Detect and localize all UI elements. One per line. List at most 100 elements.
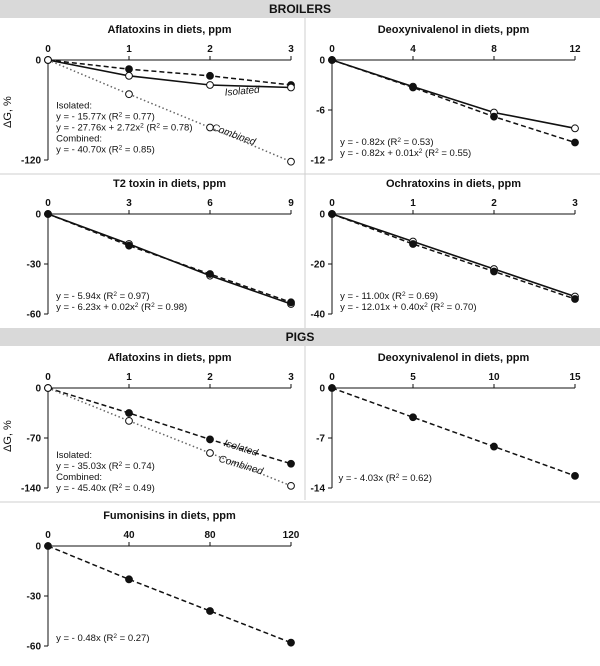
chart-title: Aflatoxins in diets, ppm — [107, 352, 231, 364]
regression-equation: y = - 0.82x + 0.01x2 (R2 = 0.55) — [340, 148, 471, 160]
data-point-filled — [287, 459, 295, 468]
data-point-filled — [125, 241, 133, 250]
data-point-filled — [571, 138, 579, 147]
data-point-open — [206, 449, 214, 457]
data-point-filled — [571, 471, 579, 480]
y-tick-label: -60 — [27, 642, 42, 653]
x-tick-label: 1 — [410, 198, 416, 209]
regression-equation: y = - 0.48x (R2 = 0.27) — [56, 633, 149, 645]
regression-equation: y = - 11.00x (R2 = 0.69) — [340, 291, 438, 303]
data-point-filled — [206, 607, 214, 615]
regression-equation: y = - 15.77x (R2 = 0.77) — [56, 111, 155, 123]
data-point-filled — [328, 210, 336, 218]
x-tick-label: 5 — [410, 372, 416, 383]
x-tick-label: 1 — [126, 372, 132, 383]
x-tick-label: 3 — [288, 372, 294, 383]
x-tick-label: 0 — [45, 530, 51, 541]
y-tick-label: 0 — [35, 384, 41, 395]
series-line-isolated — [47, 387, 292, 465]
regression-equation: y = - 45.40x (R2 = 0.49) — [56, 483, 155, 495]
regression-equation: y = - 4.03x (R2 = 0.62) — [338, 472, 431, 484]
x-tick-label: 40 — [123, 530, 135, 541]
chart-panel-broilers-ochratoxins: Ochratoxins in diets, ppm 0 1 2 3 0 -20 -40 y = … — [311, 178, 579, 321]
data-point-open — [206, 123, 214, 132]
data-point-filled — [571, 295, 579, 303]
y-tick-label: -120 — [21, 156, 41, 167]
chart-panel-pigs-fumonisins: Fumonisins in diets, ppm 0 40 80 120 0 -30 -60 y… — [27, 510, 300, 653]
series-line-solid — [331, 59, 576, 130]
y-tick-label: -6 — [316, 106, 325, 117]
regression-equation: y = - 12.01x + 0.40x2 (R2 = 0.70) — [340, 302, 476, 314]
chart-title: Ochratoxins in diets, ppm — [386, 178, 521, 190]
data-point-filled — [328, 56, 336, 64]
y-tick-label: 0 — [319, 56, 325, 67]
series-line-dashed — [47, 59, 292, 86]
data-point-filled — [328, 384, 336, 392]
chart-title: T2 toxin in diets, ppm — [113, 178, 226, 190]
y-tick-label: 0 — [35, 56, 41, 67]
series-annotation: Combined — [210, 122, 257, 148]
series-line-dashed — [47, 545, 292, 644]
data-point-filled — [490, 112, 498, 121]
y-tick-label: -30 — [27, 260, 42, 271]
data-point-filled — [490, 267, 498, 276]
x-tick-label: 4 — [410, 44, 416, 55]
y-tick-label: 0 — [319, 384, 325, 395]
data-point-filled — [44, 542, 52, 550]
data-point-open — [125, 416, 133, 425]
x-tick-label: 0 — [329, 198, 335, 209]
data-point-open — [44, 56, 52, 64]
y-tick-label: 0 — [35, 542, 41, 553]
data-point-filled — [287, 298, 295, 307]
data-point-filled — [490, 442, 498, 451]
x-tick-label: 2 — [207, 44, 213, 55]
y-tick-label: -70 — [27, 434, 42, 445]
series-line-isolated — [47, 59, 292, 89]
x-tick-label: 2 — [491, 198, 497, 209]
chart-title: Deoxynivalenol in diets, ppm — [378, 24, 530, 36]
y-tick-label: -140 — [21, 484, 41, 495]
data-point-filled — [206, 270, 214, 278]
data-point-filled — [44, 210, 52, 218]
pigs-section-banner: PIGS — [0, 328, 600, 346]
y-tick-label: -12 — [311, 156, 326, 167]
data-point-filled — [409, 413, 417, 422]
data-point-open — [44, 384, 52, 392]
x-tick-label: 8 — [491, 44, 497, 55]
series-annotation: Combined — [217, 454, 264, 478]
x-tick-label: 3 — [288, 44, 294, 55]
broilers-section-banner: BROILERS — [0, 0, 600, 18]
data-point-open — [287, 481, 295, 490]
y-tick-label: 0 — [319, 210, 325, 221]
regression-equation: Combined: — [56, 133, 102, 144]
y-tick-label: -60 — [27, 310, 42, 321]
x-tick-label: 10 — [488, 372, 500, 383]
y-tick-label: 0 — [35, 210, 41, 221]
series-line-dashed — [331, 213, 576, 300]
data-point-open — [125, 71, 133, 80]
y-tick-label: -40 — [311, 310, 326, 321]
data-point-open — [571, 124, 579, 133]
data-point-filled — [125, 65, 133, 74]
regression-equation: y = - 0.82x (R2 = 0.53) — [340, 137, 433, 149]
data-point-filled — [206, 435, 214, 444]
chart-panel-pigs-aflatoxins: Aflatoxins in diets, ppm 0 1 2 3 0 -70 -140 Isol… — [21, 352, 295, 495]
y-tick-label: -14 — [311, 484, 326, 495]
chart-title: Fumonisins in diets, ppm — [103, 510, 236, 522]
series-line-solid — [331, 213, 576, 298]
regression-equation: y = - 40.70x (R2 = 0.85) — [56, 144, 155, 156]
x-tick-label: 120 — [283, 530, 300, 541]
data-point-filled — [409, 240, 417, 248]
chart-panel-broilers-aflatoxins: Aflatoxins in diets, ppm 0 1 2 3 0 -120 Isolate… — [21, 24, 295, 167]
x-tick-label: 3 — [126, 198, 132, 209]
x-tick-label: 15 — [569, 372, 581, 383]
regression-equation: y = - 27.76x + 2.72x2 (R2 = 0.78) — [56, 122, 192, 134]
chart-panel-broilers-deoxynivalenol: Deoxynivalenol in diets, ppm 0 4 8 12 0 -6 -12 y… — [311, 24, 581, 167]
x-tick-label: 12 — [569, 44, 581, 55]
x-tick-label: 2 — [207, 372, 213, 383]
chart-panel-pigs-deoxynivalenol: Deoxynivalenol in diets, ppm 0 5 10 15 0 -7 -14… — [311, 352, 581, 495]
x-tick-label: 1 — [126, 44, 132, 55]
x-tick-label: 0 — [45, 198, 51, 209]
